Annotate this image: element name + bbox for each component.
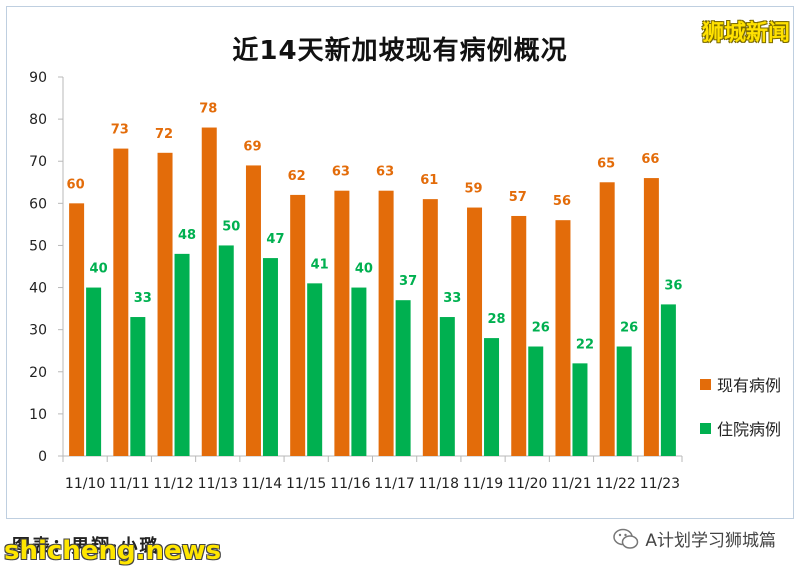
data-label-hospitalized: 48 <box>178 228 196 243</box>
data-label-hospitalized: 47 <box>266 232 284 247</box>
credit-text: 图表：·男翔·小璐 <box>12 536 160 557</box>
data-label-existing: 59 <box>464 182 482 197</box>
legend-label-existing: 现有病例 <box>717 376 782 395</box>
x-tick-label: 11/17 <box>374 476 414 492</box>
legend: 现有病例 住院病例 <box>700 372 781 460</box>
bar-hospitalized-cases <box>86 287 102 456</box>
wechat-icon <box>613 528 639 549</box>
bar-existing-cases <box>422 199 438 456</box>
y-tick-label: 0 <box>38 449 47 465</box>
x-tick-label: 11/16 <box>330 476 370 492</box>
x-tick-label: 11/13 <box>198 476 238 492</box>
bar-existing-cases <box>69 203 85 456</box>
chart-title: 近14天新加坡现有病例概况 <box>232 36 568 66</box>
x-tick-label: 11/19 <box>463 476 503 492</box>
bar-existing-cases <box>555 220 571 456</box>
bar-existing-cases <box>290 194 306 456</box>
bar-existing-cases <box>511 215 527 456</box>
y-tick-label: 40 <box>29 281 47 297</box>
data-label-hospitalized: 36 <box>664 278 682 293</box>
bar-hospitalized-cases <box>307 283 323 456</box>
top-watermark: 狮城新闻 <box>701 21 790 46</box>
y-tick-label: 80 <box>29 112 47 128</box>
x-tick-label: 11/10 <box>65 476 105 492</box>
bar-existing-cases <box>378 190 394 456</box>
bar-hospitalized-cases <box>174 253 190 456</box>
bar-hospitalized-cases <box>130 317 146 456</box>
data-label-hospitalized: 40 <box>90 262 108 277</box>
data-label-existing: 63 <box>332 165 350 180</box>
y-tick-label: 20 <box>29 365 47 381</box>
bar-existing-cases <box>245 165 261 456</box>
bar-hospitalized-cases <box>484 338 500 456</box>
bar-hospitalized-cases <box>351 287 367 456</box>
data-label-hospitalized: 33 <box>443 291 461 306</box>
data-label-existing: 60 <box>67 177 85 192</box>
x-tick-label: 11/12 <box>153 476 193 492</box>
bar-existing-cases <box>201 127 217 457</box>
data-label-existing: 73 <box>111 123 129 138</box>
y-tick-label: 50 <box>29 238 47 254</box>
data-label-hospitalized: 28 <box>487 312 505 327</box>
x-tick-label: 11/11 <box>109 476 149 492</box>
data-label-hospitalized: 41 <box>311 257 329 272</box>
bar-existing-cases <box>113 148 129 457</box>
data-label-existing: 62 <box>288 169 306 184</box>
bar-hospitalized-cases <box>572 363 588 456</box>
x-tick-label: 11/23 <box>640 476 680 492</box>
x-tick-label: 11/15 <box>286 476 326 492</box>
y-tick-label: 60 <box>29 196 47 212</box>
data-label-hospitalized: 50 <box>222 219 240 234</box>
site-watermark: shicheng.news <box>4 536 222 566</box>
x-tick-label: 11/21 <box>551 476 591 492</box>
wechat-account-name: A计划学习狮城篇 <box>645 531 776 551</box>
bar-existing-cases <box>599 182 615 456</box>
data-label-existing: 78 <box>199 102 217 117</box>
chart-labels: 11/10 11/11 11/12 11/13 11/14 11/15 11/16 11/17… <box>65 102 683 492</box>
data-label-hospitalized: 22 <box>576 337 594 352</box>
y-tick-label: 30 <box>29 323 47 339</box>
x-tick-label: 11/18 <box>419 476 459 492</box>
y-tick-label: 70 <box>29 154 47 170</box>
bar-hospitalized-cases <box>528 346 544 456</box>
bar-existing-cases <box>157 152 173 457</box>
y-tick-label: 10 <box>29 407 47 423</box>
data-label-existing: 57 <box>509 190 527 205</box>
bar-existing-cases <box>467 207 483 456</box>
bar-hospitalized-cases <box>262 258 278 456</box>
bar-hospitalized-cases <box>616 346 632 456</box>
legend-item-hospitalized: 住院病例 <box>700 416 781 440</box>
data-label-existing: 66 <box>641 152 659 167</box>
data-label-existing: 65 <box>597 156 615 171</box>
y-tick-label: 90 <box>29 70 47 86</box>
legend-label-hospitalized: 住院病例 <box>717 420 782 439</box>
bar-existing-cases <box>643 178 659 457</box>
bar-hospitalized-cases <box>218 245 234 456</box>
bar-hospitalized-cases <box>660 304 676 456</box>
wechat-account: A计划学习狮城篇 <box>613 526 776 551</box>
data-label-hospitalized: 40 <box>355 262 373 277</box>
x-tick-label: 11/20 <box>507 476 547 492</box>
legend-swatch-existing <box>700 378 711 390</box>
x-tick-label: 11/22 <box>595 476 635 492</box>
bar-hospitalized-cases <box>395 300 411 456</box>
chart-axes: 0 10 20 30 40 50 60 70 80 90 <box>29 70 683 465</box>
data-label-hospitalized: 37 <box>399 274 417 289</box>
data-label-existing: 61 <box>420 173 438 188</box>
data-label-existing: 56 <box>553 194 571 209</box>
x-tick-label: 11/14 <box>242 476 282 492</box>
legend-swatch-hospitalized <box>700 422 711 434</box>
data-label-hospitalized: 26 <box>620 321 638 336</box>
chart-bars <box>69 127 676 457</box>
bar-existing-cases <box>334 190 350 456</box>
data-label-existing: 72 <box>155 127 173 142</box>
data-label-hospitalized: 33 <box>134 291 152 306</box>
data-label-existing: 63 <box>376 165 394 180</box>
legend-item-existing: 现有病例 <box>700 372 781 396</box>
bar-hospitalized-cases <box>439 317 455 456</box>
data-label-hospitalized: 26 <box>532 321 550 336</box>
data-label-existing: 69 <box>243 139 261 154</box>
